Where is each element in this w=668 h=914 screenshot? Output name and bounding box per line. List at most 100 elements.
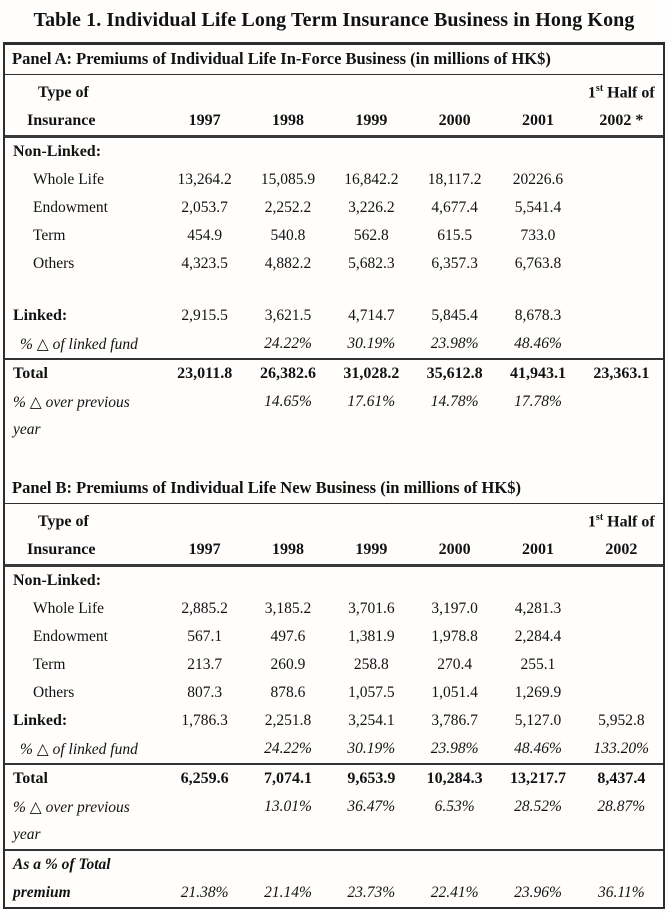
cell-value: 20226.6 bbox=[512, 171, 564, 188]
cell-value bbox=[413, 566, 496, 596]
row-label: Whole Life bbox=[33, 600, 105, 617]
cell-value: 35,612.8 bbox=[412, 358, 497, 388]
table-container: Panel A: Premiums of Individual Life In-… bbox=[3, 42, 665, 909]
cell-value bbox=[496, 566, 579, 596]
cell-value bbox=[580, 194, 663, 222]
header-type-of: Type of bbox=[38, 512, 89, 530]
panel-b-body: Non-Linked: Whole Life 2,885.2 3,185.2 3,701… bbox=[5, 566, 663, 908]
table-row: % △ of linked fund 24.22% 30.19% 23.98% 48.4… bbox=[5, 735, 663, 764]
table-row: Non-Linked: bbox=[5, 566, 663, 596]
row-label: Linked: bbox=[13, 712, 68, 729]
cell-value: 497.6 bbox=[270, 628, 306, 645]
cell-value: 31,028.2 bbox=[329, 358, 413, 388]
cell-value bbox=[412, 849, 497, 879]
row-label: % △ of linked fund bbox=[20, 335, 138, 353]
cell-value: 23.73% bbox=[347, 884, 396, 901]
cell-value: 48.46% bbox=[514, 740, 562, 757]
cell-value bbox=[580, 250, 663, 278]
cell-value bbox=[330, 821, 413, 850]
cell-value: 3,621.5 bbox=[264, 307, 312, 324]
cell-value: 36.47% bbox=[347, 798, 396, 815]
cell-value: 26,382.6 bbox=[246, 358, 330, 388]
cell-value bbox=[580, 388, 663, 416]
cell-value: 13,264.2 bbox=[177, 171, 232, 188]
header-first-half: 1st Half of bbox=[587, 82, 655, 102]
cell-value bbox=[496, 821, 579, 850]
cell-value: 133.20% bbox=[593, 740, 650, 757]
panel-b-title: Panel B: Premiums of Individual Life New… bbox=[5, 474, 663, 504]
spacer-row bbox=[5, 278, 663, 302]
cell-value bbox=[163, 330, 246, 359]
header-year-2001: 2001 bbox=[496, 535, 580, 567]
cell-value: 6,763.8 bbox=[514, 255, 562, 272]
table-row: Others 807.3 878.6 1,057.5 1,051.4 1,269.9 bbox=[5, 679, 663, 707]
cell-value bbox=[246, 416, 329, 444]
cell-value bbox=[163, 849, 247, 879]
cell-value: 6,259.6 bbox=[163, 763, 247, 793]
cell-value bbox=[246, 821, 329, 850]
table-row: Non-Linked: bbox=[5, 137, 663, 167]
cell-value bbox=[329, 849, 413, 879]
cell-value bbox=[330, 137, 413, 167]
cell-value: 23.98% bbox=[430, 335, 479, 352]
table-row: year bbox=[5, 416, 663, 444]
cell-value bbox=[580, 330, 663, 359]
cell-value: 18,117.2 bbox=[427, 171, 482, 188]
cell-value: 7,074.1 bbox=[246, 763, 330, 793]
table-row: % △ of linked fund 24.22% 30.19% 23.98% 48.4… bbox=[5, 330, 663, 359]
row-label: premium bbox=[13, 884, 71, 901]
cell-value: 567.1 bbox=[187, 628, 223, 645]
cell-value: 23,011.8 bbox=[163, 358, 247, 388]
cell-value: 5,682.3 bbox=[348, 255, 395, 272]
table-row: premium 21.38% 21.14% 23.73% 22.41% 23.96% 36.… bbox=[5, 879, 663, 907]
row-label: % △ of linked fund bbox=[20, 740, 138, 758]
row-label: Endowment bbox=[33, 199, 108, 216]
header-year-2000: 2000 bbox=[412, 106, 497, 138]
cell-value: 1,269.9 bbox=[514, 684, 562, 701]
table-row: % △ over previous 13.01% 36.47% 6.53% 28.52%… bbox=[5, 793, 663, 821]
cell-value: 5,845.4 bbox=[431, 307, 478, 324]
cell-value: 23.96% bbox=[514, 884, 562, 901]
cell-value bbox=[163, 735, 246, 764]
row-label: Whole Life bbox=[33, 171, 105, 188]
document-title: Table 1. Individual Life Long Term Insur… bbox=[33, 9, 635, 31]
cell-value: 2,915.5 bbox=[181, 307, 228, 324]
cell-value: 30.19% bbox=[347, 335, 396, 352]
cell-value: 615.5 bbox=[437, 227, 473, 244]
cell-value: 24.22% bbox=[264, 335, 312, 352]
cell-value: 5,541.4 bbox=[514, 199, 562, 216]
cell-value: 41,943.1 bbox=[496, 358, 580, 388]
cell-value: 3,786.7 bbox=[431, 712, 478, 729]
panel-a-table: Type of 1st Half of Insurance 1997 1998 … bbox=[5, 75, 663, 444]
cell-value bbox=[580, 222, 663, 250]
row-label: As a % of Total bbox=[5, 849, 163, 879]
header-row-2: Insurance 1997 1998 1999 2000 2001 2002 … bbox=[5, 106, 663, 138]
cell-value bbox=[413, 821, 496, 850]
row-label: % △ over previous bbox=[13, 393, 130, 411]
table-row: Linked: 2,915.5 3,621.5 4,714.7 5,845.4 8,678… bbox=[5, 302, 663, 330]
cell-value bbox=[413, 416, 496, 444]
header-year-1997: 1997 bbox=[163, 106, 247, 138]
cell-value bbox=[580, 166, 663, 194]
table-row: year bbox=[5, 821, 663, 850]
cell-value: 2,885.2 bbox=[181, 600, 228, 617]
cell-value bbox=[580, 595, 663, 623]
header-first-half: 1st Half of bbox=[587, 511, 655, 531]
row-label: Linked: bbox=[13, 307, 68, 324]
spacer-cell bbox=[5, 278, 663, 302]
row-label: year bbox=[13, 826, 41, 843]
header-year-1999: 1999 bbox=[329, 106, 413, 138]
cell-value: 1,051.4 bbox=[431, 684, 478, 701]
header-year-2002: 2002 bbox=[579, 535, 663, 567]
cell-value: 1,381.9 bbox=[348, 628, 395, 645]
cell-value: 9,653.9 bbox=[329, 763, 413, 793]
header-row-1: Type of 1st Half of bbox=[5, 75, 663, 106]
cell-value: 10,284.3 bbox=[412, 763, 497, 793]
cell-value: 4,714.7 bbox=[348, 307, 395, 324]
row-label: Term bbox=[33, 227, 66, 244]
cell-value bbox=[580, 416, 663, 444]
cell-value bbox=[496, 849, 580, 879]
row-label: % △ over previous bbox=[13, 798, 130, 816]
table-row: Total 6,259.6 7,074.1 9,653.9 10,284.3 13,217… bbox=[5, 763, 663, 793]
